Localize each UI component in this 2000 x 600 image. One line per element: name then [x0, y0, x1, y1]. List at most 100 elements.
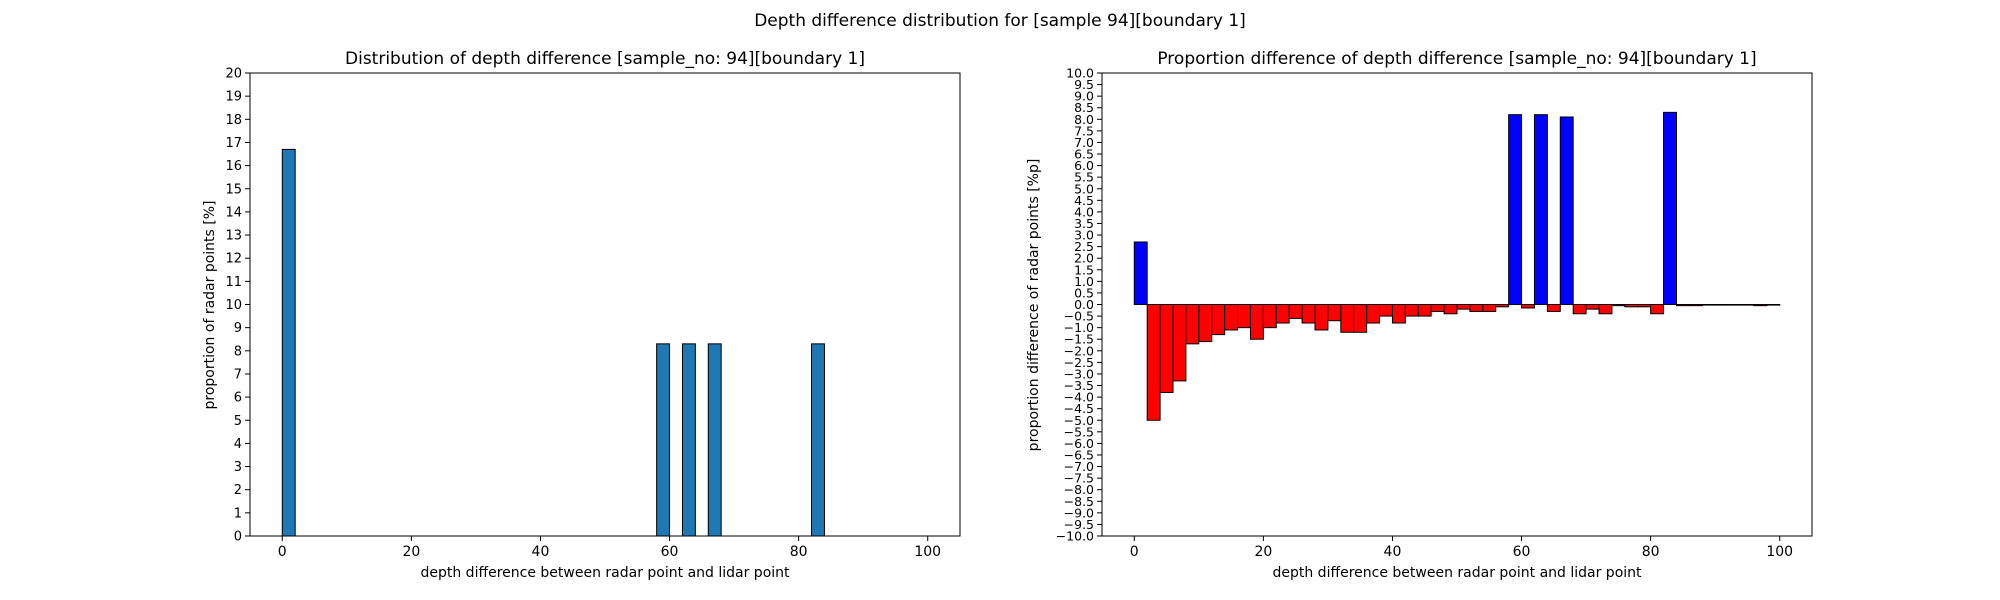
proportion-difference-bar — [1624, 304, 1639, 308]
proportion-difference-bar — [1146, 304, 1161, 421]
proportion-difference-xtick-label: 40 — [1384, 544, 1402, 560]
proportion-difference-ytick-label: −6.0 — [1064, 436, 1094, 451]
proportion-difference-bar — [1340, 304, 1355, 333]
proportion-difference-bar — [1456, 304, 1471, 310]
proportion-difference-bar — [1366, 304, 1381, 324]
proportion-difference-bar — [1288, 304, 1303, 319]
distribution-ytick-label: 6 — [234, 391, 242, 406]
proportion-difference-ytick-label: −0.5 — [1064, 309, 1094, 324]
proportion-difference-ytick-label: −6.5 — [1064, 447, 1094, 462]
proportion-difference-ytick-label: 8.5 — [1074, 100, 1094, 115]
distribution-ytick-label: 1 — [234, 506, 242, 521]
proportion-difference-bar — [1559, 116, 1574, 305]
proportion-difference-bar — [1753, 304, 1768, 307]
distribution-chart: Distribution of depth difference [sample… — [202, 49, 961, 581]
proportion-difference-ytick-label: −5.5 — [1064, 424, 1094, 439]
proportion-difference-bar — [1740, 304, 1755, 306]
proportion-difference-bar — [1521, 304, 1535, 309]
proportion-difference-ytick-label: 10.0 — [1066, 66, 1094, 81]
proportion-difference-bar — [1650, 304, 1665, 315]
proportion-difference-bar — [1637, 304, 1652, 308]
proportion-difference-ytick-label: −3.0 — [1064, 366, 1094, 381]
proportion-difference-ytick-label: −9.0 — [1064, 505, 1094, 520]
proportion-difference-bar — [1262, 304, 1277, 329]
proportion-difference-xtick-label: 100 — [1766, 544, 1793, 560]
proportion-difference-ytick-label: −4.0 — [1064, 390, 1094, 405]
proportion-difference-bar — [1224, 304, 1239, 331]
proportion-difference-bar — [1391, 304, 1406, 324]
distribution-xtick-label: 20 — [402, 544, 420, 560]
proportion-difference-ytick-label: −8.5 — [1064, 494, 1094, 509]
proportion-difference-bar — [1417, 304, 1432, 317]
distribution-bar — [707, 343, 722, 537]
distribution-ytick-label: 0 — [234, 530, 242, 545]
distribution-bar — [281, 148, 296, 537]
proportion-difference-ytick-label: 5.0 — [1074, 181, 1094, 196]
proportion-difference-ytick-label: 7.5 — [1074, 123, 1094, 138]
proportion-difference-ytick-label: 1.5 — [1074, 262, 1094, 277]
proportion-difference-ytick-label: 7.0 — [1074, 135, 1094, 150]
distribution-ytick-label: 15 — [225, 182, 242, 197]
distribution-xtick-label: 100 — [914, 544, 941, 560]
proportion-difference-chart-title: Proportion difference of depth differenc… — [1157, 49, 1756, 69]
proportion-difference-bar — [1404, 304, 1419, 317]
proportion-difference-ytick-label: −2.5 — [1064, 355, 1094, 370]
proportion-difference-bar — [1572, 304, 1587, 315]
proportion-difference-bar — [1546, 304, 1561, 312]
proportion-difference-ytick-label: 4.5 — [1074, 193, 1094, 208]
proportion-difference-bar — [1482, 304, 1497, 312]
distribution-xtick-label: 40 — [532, 544, 550, 560]
distribution-bar — [681, 343, 696, 537]
distribution-ytick-label: 16 — [225, 159, 242, 174]
proportion-difference-ytick-label: 9.5 — [1074, 77, 1094, 92]
proportion-difference-ytick-label: 3.5 — [1074, 216, 1094, 231]
proportion-difference-bar — [1469, 304, 1484, 312]
proportion-difference-bar — [1133, 241, 1148, 305]
proportion-difference-bar — [1727, 304, 1742, 306]
proportion-difference-bar — [1663, 111, 1677, 306]
proportion-difference-ytick-label: 4.0 — [1074, 204, 1094, 219]
proportion-difference-bar — [1314, 304, 1329, 331]
proportion-difference-xtick-label: 80 — [1642, 544, 1660, 560]
proportion-difference-chart-ylabel: proportion difference of radar points [%… — [1026, 159, 1042, 452]
proportion-difference-bar — [1611, 304, 1626, 307]
proportion-difference-ytick-label: −3.5 — [1064, 378, 1094, 393]
proportion-difference-ytick-label: 8.0 — [1074, 112, 1094, 127]
proportion-difference-chart: Proportion difference of depth differenc… — [1026, 49, 1813, 581]
distribution-ytick-label: 17 — [225, 136, 242, 151]
distribution-xtick-label: 80 — [790, 544, 808, 560]
distribution-chart-plot-area: 0 20 40 60 80 1000123456789101112131415161718… — [225, 67, 961, 560]
distribution-xtick-label: 60 — [661, 544, 679, 560]
proportion-difference-ytick-label: 6.0 — [1074, 158, 1094, 173]
distribution-axes-frame — [249, 72, 961, 537]
distribution-ytick-label: 13 — [225, 229, 242, 244]
proportion-difference-bar — [1211, 304, 1226, 336]
proportion-difference-ytick-label: 0.0 — [1074, 297, 1094, 312]
proportion-difference-bar — [1430, 304, 1445, 312]
proportion-difference-chart-xlabel: depth difference between radar point and… — [1272, 565, 1642, 581]
distribution-xtick-label: 0 — [278, 544, 287, 560]
distribution-ytick-label: 18 — [225, 113, 242, 128]
proportion-difference-bar — [1249, 304, 1264, 340]
proportion-difference-bar — [1766, 304, 1781, 306]
proportion-difference-xtick-label: 20 — [1254, 544, 1272, 560]
proportion-difference-ytick-label: −2.0 — [1064, 343, 1094, 358]
distribution-ytick-label: 3 — [234, 460, 242, 475]
figure-suptitle: Depth difference distribution for [sampl… — [754, 11, 1246, 31]
proportion-difference-ytick-label: 2.0 — [1074, 251, 1094, 266]
proportion-difference-bar — [1443, 304, 1458, 315]
proportion-difference-bar — [1508, 114, 1523, 305]
proportion-difference-bar — [1198, 304, 1213, 343]
proportion-difference-ytick-label: 2.5 — [1074, 239, 1094, 254]
proportion-difference-bar — [1353, 304, 1368, 333]
proportion-difference-ytick-label: 5.5 — [1074, 170, 1094, 185]
distribution-chart-ylabel: proportion of radar points [%] — [202, 200, 218, 409]
distribution-bar — [811, 343, 825, 537]
proportion-difference-bar — [1172, 304, 1187, 382]
proportion-difference-ytick-label: −8.0 — [1064, 482, 1094, 497]
distribution-ytick-label: 11 — [225, 275, 242, 290]
proportion-difference-ytick-label: −1.5 — [1064, 332, 1094, 347]
proportion-difference-ytick-label: −4.5 — [1064, 401, 1094, 416]
proportion-difference-ytick-label: 3.0 — [1074, 228, 1094, 243]
